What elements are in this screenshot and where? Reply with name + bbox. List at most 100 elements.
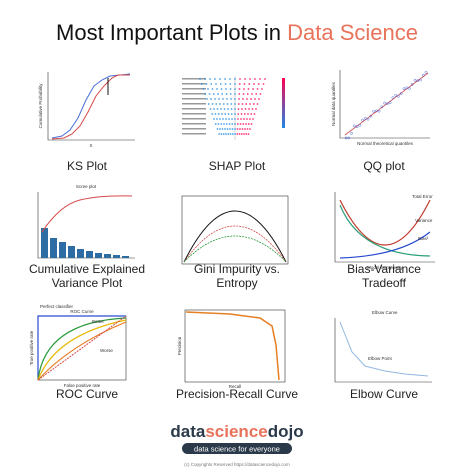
shap-dot	[230, 103, 233, 105]
feature-name	[182, 133, 206, 135]
shap-dot	[216, 108, 219, 110]
shap-dot	[234, 108, 236, 110]
shap-dot	[229, 133, 232, 135]
shap-dot	[221, 128, 224, 130]
shap-dot	[200, 83, 203, 85]
shap-dot	[254, 98, 256, 100]
qq-dot	[383, 101, 386, 105]
qq-dot	[397, 94, 400, 98]
footer: datasciencedojo data science for everyon…	[170, 422, 303, 467]
annotation: Model Complexity	[367, 265, 404, 270]
shap-dot	[237, 113, 240, 115]
qq-dot	[380, 105, 384, 109]
shap-dot	[210, 83, 213, 85]
shap-dot	[243, 83, 246, 85]
shap-dot	[247, 88, 250, 90]
plot-label: Bias-Variance	[347, 262, 421, 276]
shap-dot	[207, 88, 209, 90]
shap-dot	[242, 93, 245, 95]
shap-dot	[229, 93, 232, 95]
shap-dot	[225, 118, 227, 120]
feature-name	[182, 123, 206, 125]
shap-dot	[249, 103, 251, 105]
shap-dot	[223, 123, 225, 125]
qq-dot	[421, 73, 425, 77]
feature-name	[182, 83, 206, 85]
shap-dot	[236, 128, 239, 130]
shap-dot	[244, 108, 247, 110]
plot-label: Cumulative Explained	[29, 262, 145, 276]
shap-dot	[252, 103, 255, 105]
shap-dot	[219, 118, 221, 120]
shap-dot	[243, 118, 245, 120]
shap-dot	[259, 93, 262, 95]
shap-dot	[224, 83, 227, 85]
shap-dot	[220, 108, 222, 110]
feature-name	[182, 98, 206, 100]
shap-dot	[230, 108, 233, 110]
shap-dot	[247, 113, 249, 115]
scree-bar	[113, 255, 120, 258]
bias-variance-thumbnail: Total Error Variance Bias² Model Complex…	[334, 192, 435, 270]
ks-thumbnail: Cumulative Probability X	[38, 72, 135, 148]
shap-dot	[224, 128, 226, 130]
shap-dot	[240, 133, 243, 135]
shap-dot	[204, 78, 206, 80]
feature-name	[182, 88, 206, 90]
shap-dot	[227, 108, 229, 110]
shap-dot	[219, 83, 222, 85]
scree-bar	[86, 251, 93, 258]
shap-dot	[234, 78, 236, 80]
shap-dot	[243, 133, 245, 135]
shap-dot	[258, 98, 260, 100]
shap-dot	[234, 103, 236, 105]
shap-dot	[245, 103, 248, 105]
shap-dot	[216, 128, 219, 130]
shap-dot	[259, 78, 261, 80]
plot-label: SHAP Plot	[209, 159, 266, 173]
shap-dot	[222, 103, 225, 105]
shap-dot	[248, 83, 251, 85]
shap-dot	[236, 133, 239, 135]
gini-thumbnail	[181, 195, 289, 265]
annotation: Normal data quantiles	[331, 81, 336, 126]
qq-dot	[372, 110, 375, 113]
shap-dot	[234, 128, 236, 130]
qq-dot	[361, 118, 364, 122]
shap-dot	[234, 88, 236, 90]
annotation: Variance	[415, 218, 433, 223]
shap-dot	[264, 78, 266, 80]
qq-dot	[375, 109, 378, 113]
qq-dot	[419, 78, 422, 82]
shap-dot	[238, 133, 241, 135]
copyright: (c) Copyrights Reserved https://datascie…	[184, 462, 290, 467]
shap-dot	[243, 113, 246, 115]
shap-dot	[250, 113, 253, 115]
annotation: Recall	[229, 384, 242, 389]
shap-dot	[241, 108, 243, 110]
annotation: Bias²	[418, 236, 429, 241]
qq-dot	[377, 109, 381, 113]
shap-dot	[211, 88, 214, 90]
scree-bar	[95, 253, 102, 258]
plot-label: KS Plot	[67, 159, 108, 173]
annotation: True positive rate	[29, 330, 34, 365]
shap-dot	[251, 108, 254, 110]
qq-dot	[424, 71, 428, 74]
shap-dot	[239, 128, 241, 130]
feature-name	[182, 93, 206, 95]
scree-bar	[122, 256, 129, 258]
shap-dot	[214, 113, 217, 115]
shap-dot	[239, 123, 242, 125]
shap-dot	[204, 93, 207, 95]
shap-dot	[245, 133, 248, 135]
shap-dot	[249, 118, 251, 120]
shap-dot	[211, 113, 214, 115]
shap-dot	[218, 133, 221, 135]
shap-dot	[225, 88, 227, 90]
plot-label: Gini Impurity vs.	[194, 262, 280, 276]
shap-dot	[246, 128, 249, 130]
shap-dot	[230, 98, 232, 100]
shap-dot	[252, 118, 254, 120]
plot-label: Tradeoff	[362, 276, 407, 290]
